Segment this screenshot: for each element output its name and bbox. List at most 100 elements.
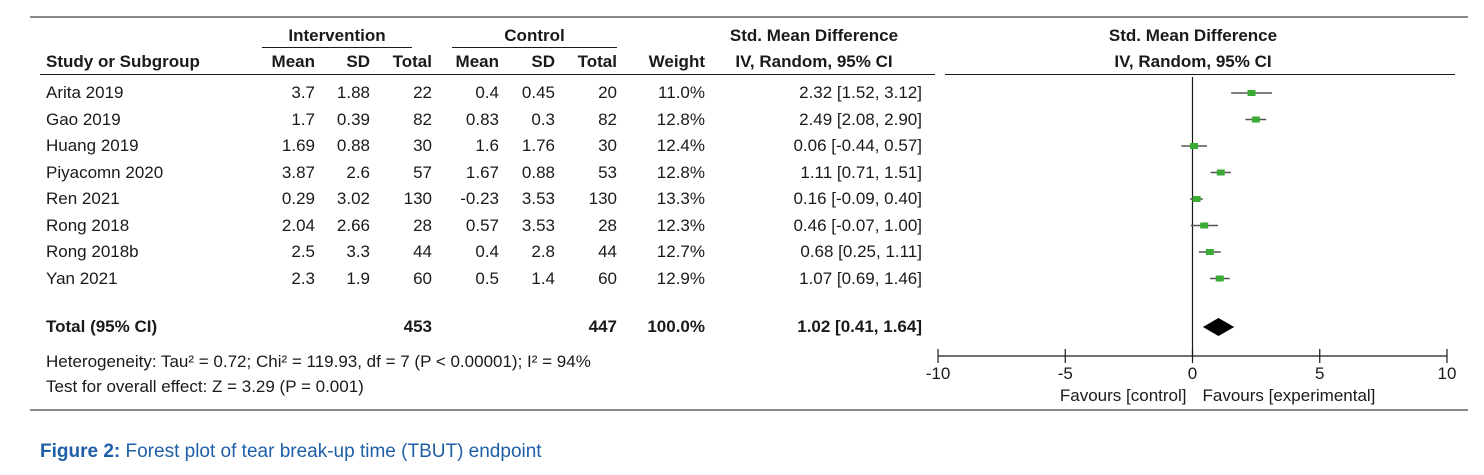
intervention-mean: 3.7 (291, 83, 315, 102)
control-mean: 1.67 (465, 162, 499, 182)
header-underline (40, 74, 935, 75)
header-weight: Weight (648, 52, 705, 71)
point-estimate (1205, 249, 1214, 255)
total-c-total: 447 (588, 317, 617, 336)
study-name: Rong 2018b (46, 242, 139, 261)
study-weight: 12.8% (656, 109, 705, 129)
intervention-total: 60 (413, 268, 432, 288)
header-study: Study or Subgroup (46, 52, 200, 71)
header-c-total: Total (577, 52, 617, 71)
header-c-sd: SD (531, 52, 555, 71)
point-estimate (1216, 169, 1225, 176)
control-sd: 0.88 (521, 162, 555, 182)
study-name: Rong 2018 (46, 215, 130, 235)
header-control: Control (504, 26, 565, 45)
plot-header-underline (945, 74, 1455, 75)
intervention-total: 44 (413, 242, 432, 261)
intervention-mean: 3.87 (281, 162, 315, 182)
control-total: 82 (598, 109, 617, 129)
intervention-sd: 1.9 (346, 268, 370, 288)
study-ci: 0.06 [-0.44, 0.57] (793, 136, 922, 155)
study-ci: 2.32 [1.52, 3.12] (799, 83, 922, 102)
x-tick-label: 10 (1438, 364, 1457, 383)
intervention-mean: 1.69 (281, 136, 315, 155)
point-estimate (1247, 90, 1256, 96)
study-name: Huang 2019 (46, 136, 139, 155)
intervention-mean: 2.3 (291, 268, 315, 288)
point-estimate (1215, 275, 1224, 282)
control-total: 130 (588, 189, 617, 208)
header-i-mean: Mean (271, 52, 315, 71)
point-estimate (1200, 222, 1209, 229)
favours-experimental-label: Favours [experimental] (1203, 386, 1376, 405)
study-ci: 2.49 [2.08, 2.90] (799, 109, 922, 129)
intervention-total: 30 (413, 136, 432, 155)
caption-label: Figure 2: (40, 441, 121, 462)
study-name: Yan 2021 (46, 268, 118, 288)
header-intervention-underline (262, 47, 412, 48)
control-sd: 0.3 (531, 109, 555, 129)
control-total: 44 (598, 242, 617, 261)
study-weight: 11.0% (658, 83, 705, 102)
favours-control-label: Favours [control] (1060, 386, 1187, 405)
control-mean: 0.5 (475, 268, 499, 288)
top-rule (30, 16, 1468, 18)
intervention-mean: 2.5 (291, 242, 315, 261)
study-name: Gao 2019 (46, 109, 121, 129)
study-name: Arita 2019 (46, 83, 124, 102)
header-smd-title: Std. Mean Difference (729, 26, 899, 45)
intervention-mean: 0.29 (281, 189, 315, 208)
intervention-total: 57 (413, 162, 432, 182)
intervention-mean: 1.7 (291, 109, 315, 129)
study-weight: 12.7% (656, 242, 705, 261)
x-tick-label: 0 (1188, 364, 1197, 383)
header-c-mean: Mean (455, 52, 499, 71)
study-weight: 12.8% (656, 162, 705, 182)
study-ci: 0.46 [-0.07, 1.00] (793, 215, 922, 235)
total-label: Total (95% CI) (46, 317, 158, 336)
control-sd: 0.45 (521, 83, 555, 102)
study-name: Piyacomn 2020 (46, 162, 164, 182)
intervention-total: 28 (413, 215, 432, 235)
control-sd: 2.8 (531, 242, 555, 261)
control-mean: 0.4 (475, 242, 499, 261)
intervention-sd: 3.3 (346, 242, 370, 261)
bottom-rule (30, 409, 1468, 411)
control-sd: 3.53 (521, 189, 555, 208)
total-ci: 1.02 [0.41, 1.64] (797, 317, 922, 336)
control-sd: 1.76 (521, 136, 555, 155)
study-weight: 12.3% (656, 215, 705, 235)
summary-diamond (1202, 318, 1235, 336)
intervention-sd: 0.39 (336, 109, 370, 129)
study-ci: 0.16 [-0.09, 0.40] (793, 189, 922, 208)
intervention-mean: 2.04 (281, 215, 315, 235)
study-weight: 13.3% (656, 189, 705, 208)
point-estimate (1192, 196, 1201, 202)
x-tick-label: 5 (1315, 364, 1324, 383)
control-mean: 0.57 (465, 215, 499, 235)
control-sd: 1.4 (531, 268, 555, 288)
control-sd: 3.53 (521, 215, 555, 235)
point-estimate (1251, 116, 1260, 123)
control-mean: -0.23 (460, 189, 499, 208)
header-smd-method: IV, Random, 95% CI (735, 52, 893, 71)
intervention-total: 130 (403, 189, 432, 208)
intervention-sd: 2.66 (336, 215, 370, 235)
heterogeneity-text: Heterogeneity: Tau² = 0.72; Chi² = 119.9… (46, 352, 591, 371)
study-ci: 1.11 [0.71, 1.51] (800, 162, 922, 182)
header-plot-method: IV, Random, 95% CI (1114, 52, 1272, 71)
control-total: 60 (598, 268, 617, 288)
total-weight: 100.0% (647, 317, 705, 336)
study-name: Ren 2021 (46, 189, 120, 208)
total-i-total: 453 (403, 317, 432, 336)
x-tick-label: -5 (1058, 364, 1073, 383)
study-ci: 0.68 [0.25, 1.11] (800, 242, 922, 261)
caption-text: Forest plot of tear break-up time (TBUT)… (120, 441, 542, 462)
header-i-sd: SD (346, 52, 370, 71)
intervention-total: 82 (413, 109, 432, 129)
study-ci: 1.07 [0.69, 1.46] (799, 268, 922, 288)
control-mean: 0.83 (465, 109, 499, 129)
header-i-total: Total (392, 52, 432, 71)
intervention-sd: 0.88 (336, 136, 370, 155)
